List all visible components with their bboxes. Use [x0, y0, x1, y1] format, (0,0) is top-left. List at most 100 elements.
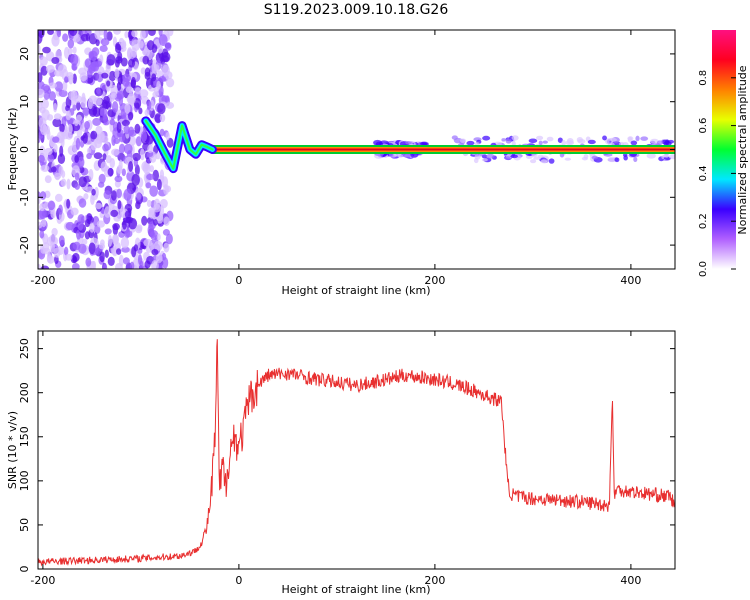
spectrogram-spread-blob [474, 153, 481, 160]
spectrogram-noise-blob [99, 107, 108, 117]
spectrogram-x-tick-label: 400 [620, 274, 641, 287]
spectrogram-spread-blob [566, 138, 574, 144]
spectrogram-spread-blob [633, 156, 638, 162]
spectrogram-noise-blob [59, 123, 65, 133]
colorbar-gradient [712, 30, 736, 269]
spectrogram-noise-blob [46, 253, 52, 263]
spectrogram-x-tick-label: 0 [235, 274, 242, 287]
spectrogram-noise-blob [153, 219, 158, 226]
spectrogram-y-tick-label: -10 [18, 188, 31, 206]
spectrogram-noise-blob [136, 192, 142, 201]
spectrogram-noise-blob [91, 260, 96, 269]
snr-y-ticks: 0 50 100 150 200 250 [18, 338, 675, 573]
spectrogram-noise-blob [114, 68, 120, 79]
spectrogram-noise-blob [106, 54, 116, 66]
spectrogram-noise-blob [153, 240, 163, 251]
spectrogram-noise-blob [162, 257, 169, 269]
spectrogram-noise-blob [70, 53, 79, 66]
spectrogram-spread-blob [505, 138, 512, 144]
spectrogram-noise-blob [58, 204, 63, 215]
spectrogram-noise-blob [140, 30, 146, 41]
spectrogram-noise-blob [151, 259, 159, 269]
spectrogram-spread-blob [650, 138, 659, 144]
spectrogram-noise-blob [51, 227, 58, 237]
spectrogram-noise-blob [61, 170, 66, 178]
spectrogram-noise-blob [126, 47, 133, 60]
spectrogram-noise-blob [38, 43, 41, 55]
spectrogram-noise-blob [88, 51, 94, 59]
spectrogram-spread-blob [482, 135, 491, 141]
spectrogram-noise-blob [88, 168, 94, 181]
colorbar-tick-label: 0.6 [698, 118, 709, 134]
spectrogram-noise-blob [151, 248, 159, 256]
spectrogram-noise-blob [125, 86, 134, 94]
spectrogram-noise-blob [76, 229, 82, 240]
spectrogram-noise-blob [64, 253, 73, 261]
spectrogram-noise-blob [135, 226, 143, 234]
spectrogram-noise-blob [165, 77, 175, 88]
spectrogram-noise-blob [110, 209, 119, 218]
spectrogram-spread-blob [602, 135, 607, 141]
spectrogram-noise-blob [107, 256, 115, 267]
spectrogram-noise-blob [38, 72, 43, 83]
spectrogram-noise-blob [163, 184, 169, 196]
spectrogram-spread-blob [608, 137, 617, 142]
spectrogram-noise-blob [42, 247, 51, 255]
spectrogram-noise-blob [116, 164, 123, 174]
spectrogram-noise-blob [53, 247, 61, 258]
spectrogram-noise-blob [85, 257, 92, 267]
spectrogram-spread-blob [664, 153, 669, 158]
spectrogram-noise-blob [127, 93, 136, 105]
spectrogram-spread-blob [451, 135, 458, 140]
spectrogram-noise-blob [65, 221, 75, 231]
spectrogram-noise-blob [64, 76, 69, 83]
spectrogram-y-tick-label: 0 [18, 146, 31, 153]
spectrogram-noise-blob [49, 234, 57, 245]
spectrogram-spread-blob [403, 153, 411, 158]
spectrogram-noise-blob [102, 143, 110, 152]
spectrogram-noise-blob [158, 34, 168, 46]
spectrogram-noise-blob [77, 220, 84, 231]
spectrogram-noise-blob [144, 67, 151, 77]
spectrogram-noise-blob [141, 215, 148, 226]
spectrogram-noise-blob [72, 256, 78, 264]
spectrogram-noise-blob [116, 121, 122, 134]
spectrogram-noise-blob [157, 103, 166, 115]
spectrogram-spread-blob [542, 140, 548, 144]
spectrogram-noise-blob [141, 161, 150, 172]
spectrogram-x-tick-label: 200 [424, 274, 445, 287]
spectrogram-noise-blob [39, 191, 47, 200]
spectrogram-spread-blob [607, 156, 618, 163]
spectrogram-noise-blob [38, 88, 45, 99]
spectrogram-noise-blob [146, 100, 152, 110]
spectrogram-spread-blob [627, 136, 634, 141]
spectrogram-noise-blob [144, 260, 151, 269]
spectrogram-spread-blob [459, 138, 467, 143]
spectrogram-noise-blob [44, 147, 53, 156]
spectrogram-noise-blob [115, 248, 122, 255]
spectrogram-noise-blob [58, 89, 68, 98]
spectrogram-noise-blob [128, 161, 134, 172]
figure-title: S119.2023.009.10.18.G26 [264, 2, 449, 18]
spectrogram-spread-blob [405, 141, 412, 145]
spectrogram-noise-blob [95, 125, 103, 136]
spectrogram-noise-blob [53, 69, 63, 77]
spectrogram-noise-blob [120, 237, 130, 249]
spectrogram-noise-blob [52, 118, 62, 128]
spectrogram-noise-blob [139, 260, 144, 269]
spectrogram-noise-blob [110, 190, 117, 201]
spectrogram-noise-blob [100, 131, 105, 140]
spectrogram-noise-blob [112, 224, 119, 236]
spectrogram-noise-blob [131, 173, 140, 186]
spectrogram-y-tick-label: 10 [18, 95, 31, 109]
spectrogram-noise-blob [133, 244, 139, 252]
colorbar-tick-label: 0.2 [698, 213, 709, 229]
spectrogram-noise-blob [39, 203, 45, 212]
spectrogram-noise-blob [72, 46, 77, 54]
spectrogram-noise-blob [103, 206, 112, 218]
spectrogram-spread-blob [466, 140, 475, 146]
spectrogram-noise-blob [134, 87, 142, 95]
spectrogram-noise-blob [92, 117, 102, 126]
spectrogram-noise-blob [130, 47, 137, 58]
